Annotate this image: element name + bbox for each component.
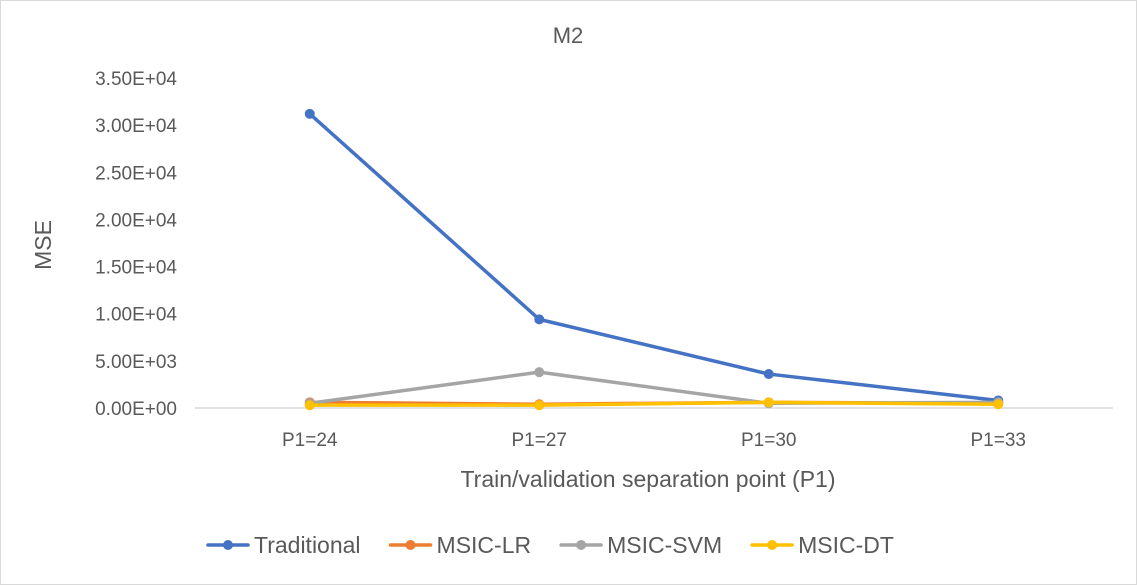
series-traditional — [304, 108, 1004, 406]
y-tick-label: 2.50E+04 — [95, 163, 177, 184]
data-point-msic-dt — [993, 399, 1004, 410]
x-tick-label: P1=24 — [282, 430, 338, 451]
x-tick-label: P1=33 — [971, 430, 1026, 451]
legend-swatch-marker — [223, 540, 233, 550]
data-point-msic-svm — [534, 367, 545, 378]
legend-item-traditional: Traditional — [206, 532, 361, 558]
legend-label: MSIC-DT — [798, 532, 894, 558]
legend-swatch-marker — [576, 540, 587, 550]
series-msic-dt — [304, 397, 1004, 411]
y-tick-label: 1.50E+04 — [95, 258, 177, 279]
y-tick-label: 0.00E+00 — [95, 399, 177, 420]
y-tick-label: 3.00E+04 — [95, 116, 177, 137]
legend-swatch-marker — [767, 540, 778, 550]
data-point-msic-dt — [763, 397, 774, 408]
series-line-msic-dt — [308, 400, 1000, 407]
data-point-msic-dt — [534, 400, 545, 411]
data-point-traditional — [763, 369, 774, 380]
legend-item-msic-dt: MSIC-DT — [750, 532, 894, 558]
series-layer — [304, 108, 1004, 411]
legend-label: MSIC-LR — [437, 532, 532, 558]
y-axis-ticks: 0.00E+00 5.00E+03 1.00E+04 1.50E+04 2.00E+04… — [95, 69, 177, 420]
x-tick-label: P1=30 — [741, 430, 796, 451]
x-tick-label: P1=27 — [512, 430, 567, 451]
data-point-traditional — [534, 314, 545, 325]
x-axis-title: Train/validation separation point (P1) — [460, 466, 835, 492]
chart-title: M2 — [553, 23, 584, 48]
x-axis-ticks: P1=24 P1=27 P1=30 P1=33 — [282, 430, 1026, 451]
data-point-msic-dt — [304, 400, 315, 411]
legend-swatch-marker — [405, 540, 416, 550]
y-axis-title: MSE — [30, 220, 56, 270]
legend-item-msic-lr: MSIC-LR — [388, 532, 532, 558]
legend-label: Traditional — [254, 532, 361, 558]
legend-label: MSIC-SVM — [607, 532, 722, 558]
y-tick-label: 5.00E+03 — [95, 352, 177, 373]
data-point-traditional — [304, 108, 315, 119]
series-line-traditional — [308, 112, 1000, 403]
y-tick-label: 2.00E+04 — [95, 210, 177, 231]
legend: Traditional MSIC-LR MSIC-SVM MSIC-DT — [206, 532, 894, 558]
y-tick-label: 1.00E+04 — [95, 305, 177, 326]
legend-item-msic-svm: MSIC-SVM — [559, 532, 722, 558]
y-tick-label: 3.50E+04 — [95, 69, 177, 90]
